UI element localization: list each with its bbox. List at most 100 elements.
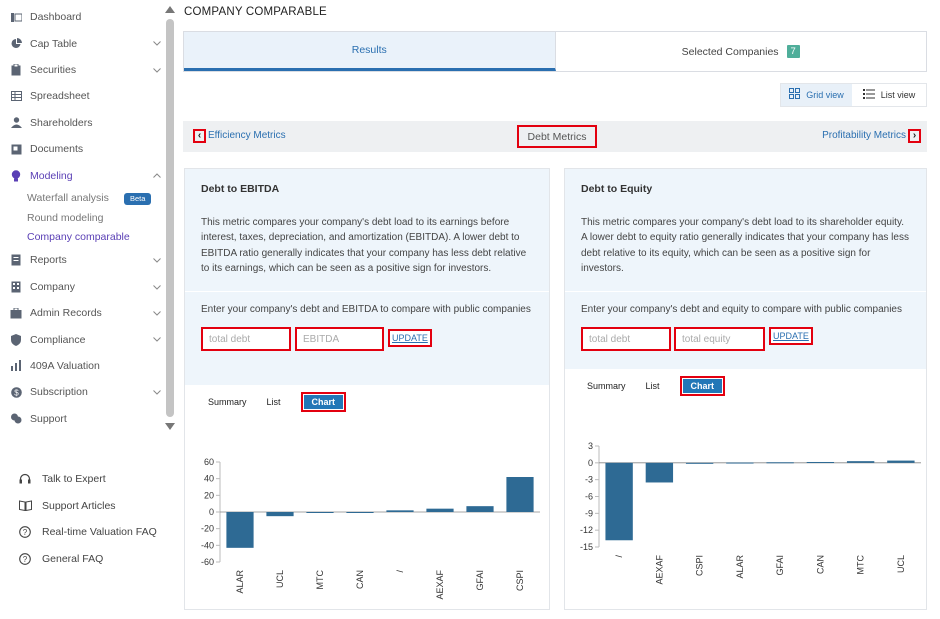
x-tick-label: CSPI bbox=[695, 555, 705, 576]
sidebar-item-admin-records[interactable]: Admin Records bbox=[0, 300, 170, 326]
list-view-button[interactable]: List view bbox=[852, 84, 926, 106]
shield-icon bbox=[10, 333, 22, 346]
y-tick-label: -9 bbox=[585, 508, 593, 518]
bar-CSPI[interactable] bbox=[685, 462, 714, 464]
card-divider bbox=[185, 290, 549, 292]
sidebar-item-spreadsheet[interactable]: Spreadsheet bbox=[0, 83, 170, 109]
next-metric-link[interactable]: Profitability Metrics bbox=[822, 130, 906, 141]
sidebar-item-label: Shareholders bbox=[30, 116, 93, 129]
sidebar-item-cap-table[interactable]: Cap Table bbox=[0, 30, 170, 56]
sidebar-subitem-company-comparable[interactable]: Company comparable bbox=[0, 228, 170, 248]
sidebar-item-label: Subscription bbox=[30, 386, 88, 399]
sidebar-item-label: Cap Table bbox=[30, 37, 78, 50]
chevron-down-icon[interactable] bbox=[152, 334, 162, 344]
bar-CAN[interactable] bbox=[806, 461, 835, 463]
tab-list[interactable]: List bbox=[645, 381, 660, 391]
y-tick-label: 60 bbox=[204, 457, 214, 467]
x-tick-label: CSPI bbox=[515, 570, 525, 591]
bar-CSPI[interactable] bbox=[506, 477, 534, 512]
y-tick-label: -3 bbox=[585, 475, 593, 485]
sidebar-subitem-round-modeling[interactable]: Round modeling bbox=[0, 208, 170, 228]
help-link-talk-to-expert[interactable]: Talk to Expert bbox=[18, 466, 178, 493]
bar-ALAR[interactable] bbox=[226, 512, 254, 548]
total-debt-input[interactable] bbox=[201, 327, 291, 352]
bar-[interactable] bbox=[605, 462, 633, 541]
scroll-up-arrow-icon[interactable] bbox=[165, 6, 175, 13]
bar-AEXAF[interactable] bbox=[645, 462, 674, 483]
tab-chart[interactable]: Chart bbox=[300, 392, 347, 412]
chevron-up-icon[interactable] bbox=[152, 170, 162, 180]
chevron-down-icon[interactable] bbox=[152, 387, 162, 397]
pie-chart-icon bbox=[10, 38, 22, 50]
question-circle-icon: ? bbox=[18, 553, 32, 565]
sidebar-subitem-waterfall-analysis[interactable]: Waterfall analysis Beta bbox=[0, 189, 170, 209]
tab-list[interactable]: List bbox=[266, 397, 281, 407]
card-view-tabs: Summary List Chart bbox=[208, 391, 347, 413]
help-link-general-faq[interactable]: ? General FAQ bbox=[18, 546, 178, 573]
sidebar-item-dashboard[interactable]: Dashboard bbox=[0, 4, 170, 30]
x-tick-label: GFAI bbox=[775, 555, 785, 576]
ebitda-input[interactable] bbox=[295, 327, 384, 352]
list-icon bbox=[862, 88, 875, 102]
bar-UCL[interactable] bbox=[887, 460, 915, 463]
prev-metric-link[interactable]: Efficiency Metrics bbox=[208, 130, 286, 141]
clipboard-icon bbox=[10, 63, 22, 76]
bar-AEXAF[interactable] bbox=[426, 508, 454, 512]
sidebar-item-reports[interactable]: Reports bbox=[0, 247, 170, 273]
tab-summary[interactable]: Summary bbox=[208, 397, 247, 407]
tab-chart[interactable]: Chart bbox=[679, 376, 726, 396]
sidebar-item-label: Documents bbox=[30, 143, 84, 156]
help-link-label: Support Articles bbox=[42, 499, 116, 512]
tab-results[interactable]: Results bbox=[184, 32, 556, 71]
chevron-down-icon[interactable] bbox=[152, 65, 162, 75]
update-button[interactable]: UPDATE bbox=[769, 327, 813, 346]
tab-summary[interactable]: Summary bbox=[587, 381, 626, 391]
card-prompt: Enter your company's debt and equity to … bbox=[581, 303, 902, 315]
x-tick-label: CAN bbox=[815, 555, 825, 574]
chevron-down-icon[interactable] bbox=[152, 308, 162, 318]
report-icon bbox=[10, 254, 22, 266]
sidebar-item-409a-valuation[interactable]: 409A Valuation bbox=[0, 353, 170, 379]
total-equity-input[interactable] bbox=[674, 327, 765, 352]
bar-GFAI[interactable] bbox=[766, 462, 794, 464]
sidebar-item-subscription[interactable]: $ Subscription bbox=[0, 379, 170, 405]
sidebar-item-company[interactable]: Company bbox=[0, 274, 170, 300]
sidebar-item-support[interactable]: Support bbox=[0, 406, 170, 432]
y-tick-label: 40 bbox=[204, 474, 214, 484]
total-debt-input[interactable] bbox=[581, 327, 671, 352]
view-toggle: Grid view List view bbox=[780, 83, 927, 107]
bar-ALAR[interactable] bbox=[726, 462, 754, 464]
lightbulb-icon bbox=[10, 169, 22, 182]
bar-UCL[interactable] bbox=[266, 512, 294, 517]
bar-CAN[interactable] bbox=[346, 512, 374, 513]
debt-to-ebitda-chart: 60 40 20 0 -20 -40 -60 ALAR UCL MTC CAN / AEXAF GFAI C… bbox=[201, 457, 540, 600]
next-metric-chevron-icon[interactable]: › bbox=[908, 129, 921, 143]
bar-MTC[interactable] bbox=[306, 512, 334, 513]
sidebar-item-securities[interactable]: Securities bbox=[0, 57, 170, 83]
headset-icon bbox=[18, 473, 32, 485]
y-tick-label: 20 bbox=[204, 490, 214, 500]
prev-metric-chevron-icon[interactable]: ‹ bbox=[193, 129, 206, 143]
sidebar-item-modeling[interactable]: Modeling bbox=[0, 162, 170, 188]
scroll-down-arrow-icon[interactable] bbox=[165, 423, 175, 430]
sidebar-item-shareholders[interactable]: Shareholders bbox=[0, 110, 170, 136]
chevron-down-icon[interactable] bbox=[152, 282, 162, 292]
debt-to-equity-chart: 3 0 -3 -6 -9 -12 -15 / AEXAF CSPI ALAR GFAI CAN MTC UC… bbox=[580, 441, 921, 585]
sidebar-scroll-thumb[interactable] bbox=[166, 19, 174, 417]
bar-[interactable] bbox=[386, 510, 414, 512]
update-button[interactable]: UPDATE bbox=[388, 329, 432, 348]
sidebar-item-compliance[interactable]: Compliance bbox=[0, 326, 170, 352]
dollar-icon: $ bbox=[10, 386, 22, 398]
chevron-down-icon[interactable] bbox=[152, 255, 162, 265]
spreadsheet-icon bbox=[10, 90, 22, 102]
help-link-support-articles[interactable]: Support Articles bbox=[18, 493, 178, 520]
x-tick-label: UCL bbox=[896, 555, 906, 573]
sidebar-item-documents[interactable]: Documents bbox=[0, 136, 170, 162]
chevron-down-icon[interactable] bbox=[152, 38, 162, 48]
bar-MTC[interactable] bbox=[846, 461, 875, 463]
grid-view-button[interactable]: Grid view bbox=[781, 84, 853, 106]
tab-selected-companies[interactable]: Selected Companies 7 bbox=[556, 32, 927, 71]
help-link-real-time-valuation-faq[interactable]: ? Real-time Valuation FAQ bbox=[18, 519, 178, 546]
bar-GFAI[interactable] bbox=[466, 506, 494, 512]
sidebar-item-label: Spreadsheet bbox=[30, 90, 90, 103]
